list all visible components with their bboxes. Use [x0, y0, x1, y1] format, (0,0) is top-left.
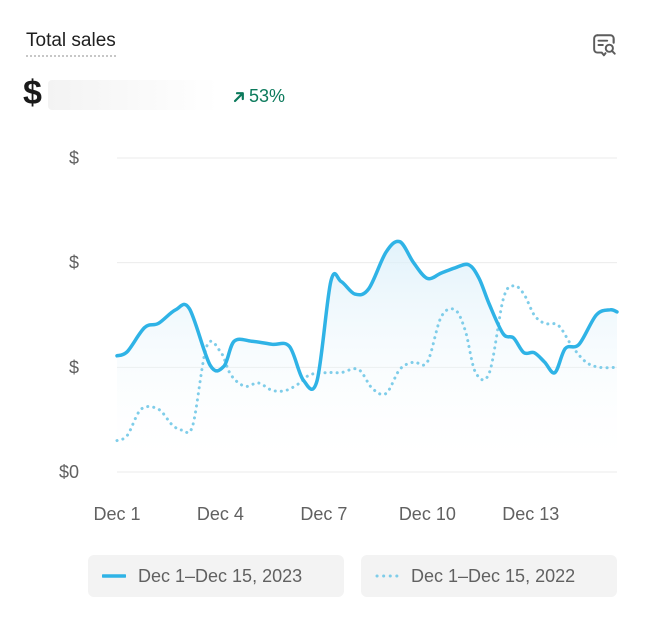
- change-badge: 53%: [233, 86, 285, 107]
- solid-line-icon: [102, 574, 126, 578]
- y-tick-label: $0: [59, 462, 79, 482]
- chart-title[interactable]: Total sales: [26, 30, 116, 57]
- legend-label-current: Dec 1–Dec 15, 2023: [138, 565, 303, 586]
- y-tick-label: $: [69, 253, 79, 273]
- x-tick-label: Dec 10: [399, 504, 456, 524]
- x-tick-label: Dec 4: [197, 504, 244, 524]
- y-tick-label: $: [69, 357, 79, 377]
- x-tick-label: Dec 7: [300, 504, 347, 524]
- series-area-current: [117, 241, 617, 472]
- insight-button[interactable]: [592, 32, 618, 58]
- legend-label-previous: Dec 1–Dec 15, 2022: [411, 565, 576, 586]
- legend-item-previous[interactable]: Dec 1–Dec 15, 2022: [361, 555, 617, 597]
- search-insight-icon: [593, 34, 616, 57]
- arrow-up-right-icon: [233, 91, 244, 102]
- series-line-current: [115, 239, 619, 392]
- legend-item-current[interactable]: Dec 1–Dec 15, 2023: [88, 555, 344, 597]
- x-tick-label: Dec 1: [93, 504, 140, 524]
- y-tick-label: $: [69, 148, 79, 168]
- series-line-previous: [115, 284, 619, 443]
- line-chart: $0 $ $ $ Dec 1 Dec 4 Dec 7 Dec 10 Dec 13: [59, 148, 619, 524]
- total-sales-value: $: [23, 74, 42, 112]
- dotted-line-icon: [375, 574, 399, 578]
- change-percent: 53%: [249, 86, 286, 106]
- x-tick-label: Dec 13: [502, 504, 559, 524]
- value-placeholder: [48, 80, 218, 110]
